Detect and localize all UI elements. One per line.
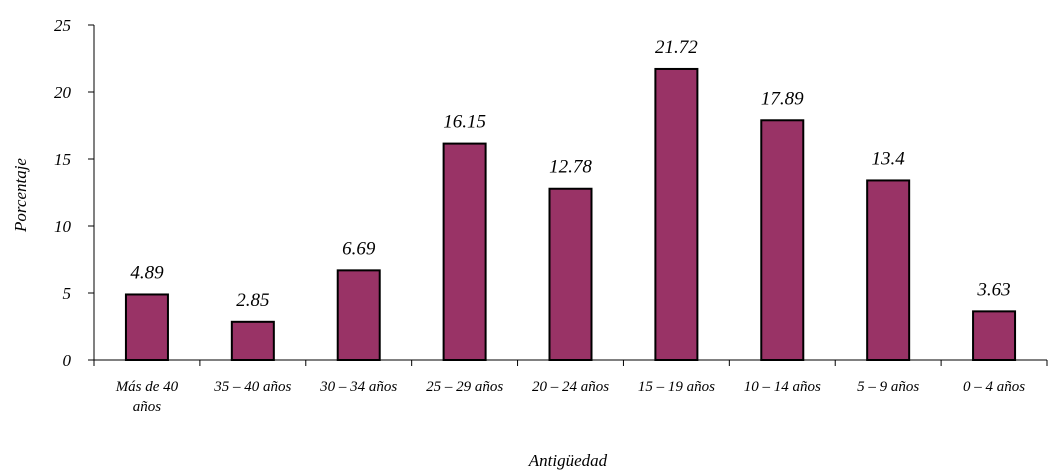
category-label: 5 – 9 años	[857, 379, 919, 395]
bar	[548, 187, 593, 361]
bar	[336, 269, 381, 362]
category-label-line: 35 – 40 años	[213, 379, 291, 395]
y-tick-label: 25	[54, 16, 71, 35]
data-label: 3.63	[976, 279, 1010, 300]
y-tick-label: 0	[63, 351, 72, 370]
data-labels: 4.89 2.85 6.69 16.15 12.78 21.72 17.89 13.4 3.63	[130, 37, 1010, 311]
bar	[230, 320, 275, 361]
category-label: Más de 40 años	[115, 379, 179, 415]
y-tick-label: 15	[54, 150, 71, 169]
data-label: 16.15	[443, 112, 486, 133]
data-label: 13.4	[872, 148, 906, 169]
x-axis-title: Antigüedad	[528, 451, 608, 470]
category-label: 20 – 24 años	[532, 379, 609, 395]
y-axis: 0 5 10 15 20 25	[54, 16, 95, 370]
bar	[972, 310, 1017, 361]
data-label: 2.85	[236, 290, 269, 311]
bars	[124, 67, 1017, 362]
y-tick-label: 20	[54, 83, 72, 102]
data-label: 12.78	[549, 157, 592, 178]
bar	[866, 179, 911, 361]
bar	[760, 119, 805, 361]
category-labels: Más de 40 años 35 – 40 años 30 – 34 años 25 …	[115, 379, 1026, 415]
category-label-line: Más de 40	[115, 379, 179, 395]
bar	[124, 293, 169, 361]
data-label: 4.89	[130, 262, 164, 283]
y-tick-label: 10	[54, 217, 72, 236]
category-label: 0 – 4 años	[963, 379, 1025, 395]
y-tick-label: 5	[63, 284, 72, 303]
category-label-line: 15 – 19 años	[638, 379, 715, 395]
data-label: 21.72	[655, 37, 698, 58]
category-label-line: años	[133, 399, 162, 415]
category-label-line: 10 – 14 años	[744, 379, 821, 395]
category-label-line: 20 – 24 años	[532, 379, 609, 395]
category-label-line: 0 – 4 años	[963, 379, 1025, 395]
bar	[442, 142, 487, 361]
data-label: 6.69	[342, 238, 376, 259]
bar	[654, 67, 699, 362]
category-label-line: 5 – 9 años	[857, 379, 919, 395]
category-label: 35 – 40 años	[213, 379, 291, 395]
category-label: 25 – 29 años	[426, 379, 503, 395]
data-label: 17.89	[761, 88, 804, 109]
category-label-line: 30 – 34 años	[319, 379, 397, 395]
y-axis-title: Porcentaje	[11, 158, 30, 233]
category-label: 15 – 19 años	[638, 379, 715, 395]
category-label-line: 25 – 29 años	[426, 379, 503, 395]
category-label: 30 – 34 años	[319, 379, 397, 395]
category-label: 10 – 14 años	[744, 379, 821, 395]
